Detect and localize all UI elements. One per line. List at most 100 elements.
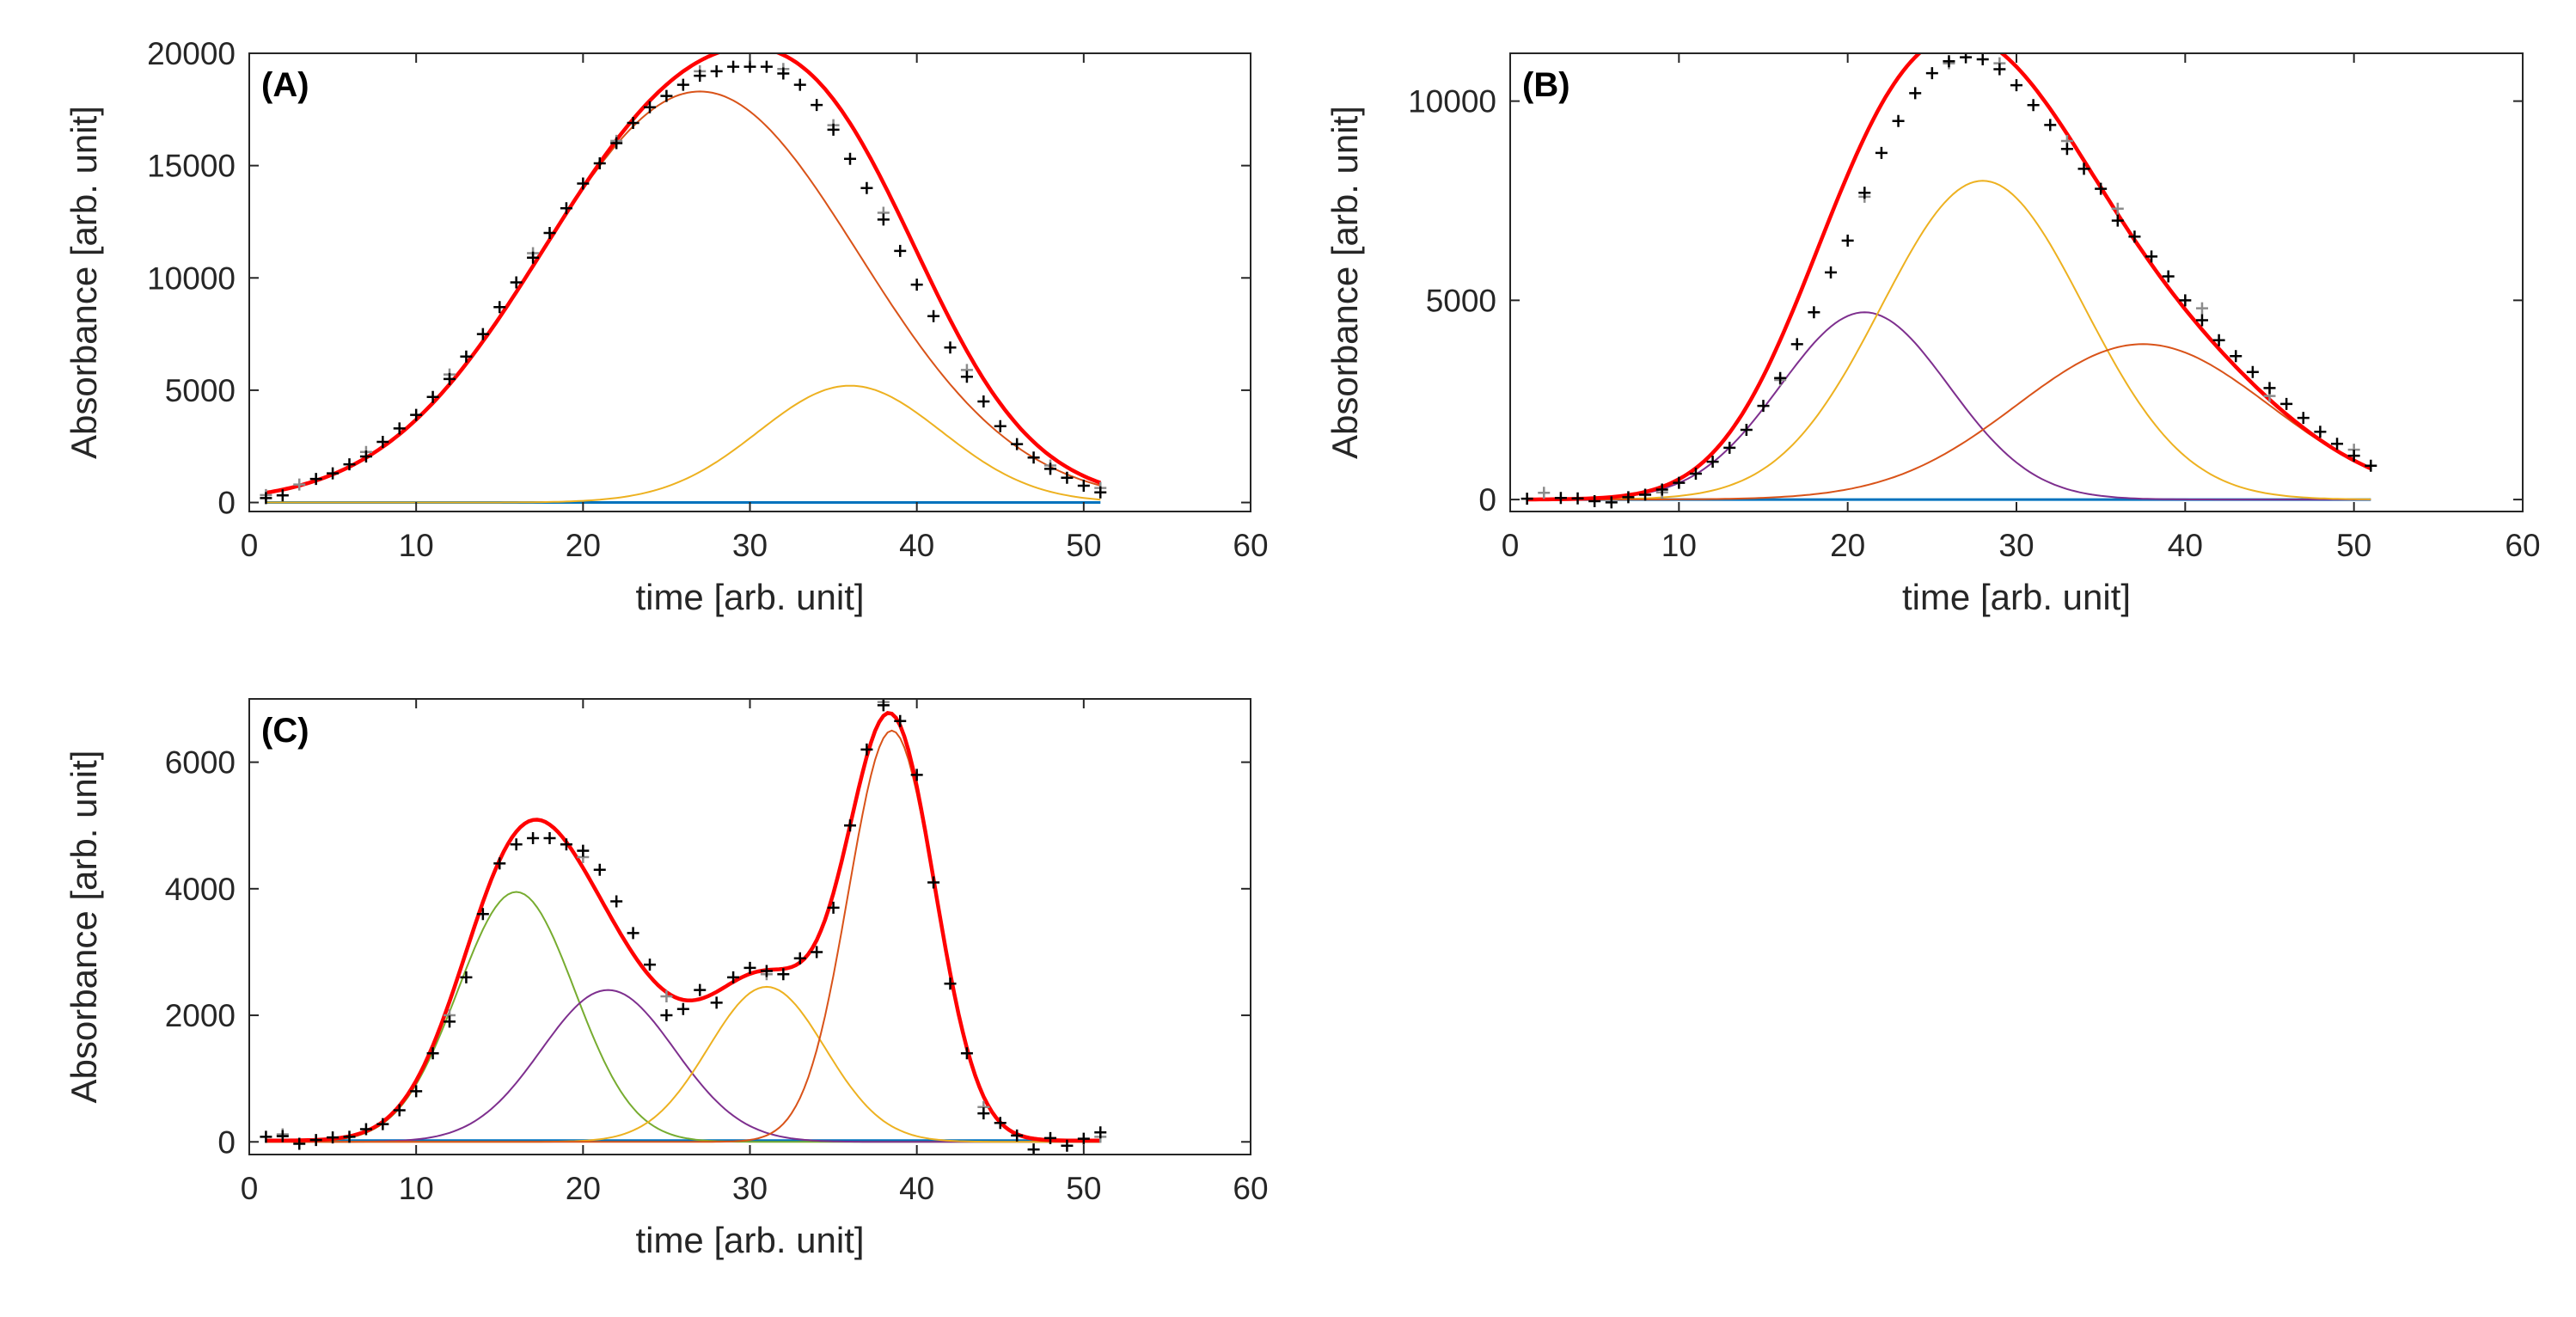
data-point [811,946,823,959]
y-tick-label: 10000 [1408,84,1496,119]
data-point [276,489,289,502]
data-point [293,1137,306,1150]
total-fit-curve [266,53,1102,495]
data-point [760,965,773,977]
y-tick-label: 0 [1478,482,1496,518]
data-point [1808,306,1820,319]
data-point [727,971,740,983]
data-point [1790,338,1803,351]
data-point [260,492,272,505]
data-point [543,227,556,240]
x-tick-label: 20 [566,1171,601,1206]
data-point [610,137,623,150]
data-point [527,831,540,844]
data-point [560,838,572,851]
y-tick-label: 5000 [165,373,236,408]
x-axis-label: time [arb. unit] [1902,577,2131,617]
data-point [2263,382,2276,395]
data-point [710,64,723,77]
component-curve-3 [1527,343,2371,501]
x-tick-label: 10 [399,528,434,563]
data-point [460,350,473,363]
data-point [577,177,590,190]
data-point [343,458,356,471]
total-fit-curve [266,711,1101,1143]
data-point [1858,187,1871,199]
chart-panel-b: 0 10 20 30 40 50 60 0 5000 10000 time [arb. unit] A… [1325,52,2541,617]
x-axis-label: time [arb. unit] [635,1220,864,1260]
data-point [2077,162,2090,175]
data-point [1521,493,1533,505]
y-tick-label: 15000 [147,149,236,184]
data-point [1044,1131,1056,1144]
data-point [1094,1126,1107,1139]
data-point [1689,467,1702,480]
data-point-gray [293,478,306,491]
data-point [2145,250,2158,263]
data-point [393,422,406,435]
data-point [1011,1129,1024,1142]
data-point [327,1131,340,1144]
data-point [2230,350,2243,363]
data-point [777,968,790,981]
data-point [2246,365,2259,378]
y-tick-label: 0 [217,486,236,521]
data-point [2280,397,2293,410]
data-point [1993,63,2006,76]
x-tick-label: 50 [2336,528,2371,563]
data-point [760,60,773,73]
data-point [827,123,840,136]
data-point [1706,456,1719,469]
data-point [359,450,372,462]
data-point [410,408,423,421]
data-point-gray [2111,202,2124,215]
data-point-gray [660,989,673,1002]
data-point [811,99,823,112]
data-point [426,390,439,403]
data-point [2179,294,2192,307]
data-point [327,467,340,480]
y-axis-label: Absorbance [arb. unit] [64,106,104,459]
data-point [944,977,957,990]
data-point [593,863,606,876]
data-point [660,1009,673,1022]
data-point [2027,99,2040,112]
data-point [877,699,890,712]
x-tick-label: 40 [899,1171,934,1206]
data-point [1605,496,1618,509]
data-point [676,1002,689,1015]
data-point [2060,143,2073,156]
data-point [2162,270,2175,283]
data-point [644,101,656,113]
chart-panel-a: 0 10 20 30 40 50 60 0 5000 10000 15000 20000 time [a… [64,36,1269,617]
data-point [1723,441,1736,454]
data-point [960,1047,973,1060]
data-point [2314,426,2327,438]
data-point [977,1107,990,1120]
data-point [376,436,389,449]
data-point [1571,492,1584,505]
data-point [309,1134,322,1147]
data-point [2095,182,2108,195]
data-point [560,202,572,215]
data-point [644,959,656,971]
plot-area [260,699,1107,1155]
data-point [1925,67,1938,80]
component-curve-2 [266,384,1101,504]
x-tick-label: 40 [2168,528,2203,563]
x-tick-label: 0 [1502,528,1520,563]
y-tick-label: 0 [217,1124,236,1160]
data-point [944,341,957,354]
x-tick-label: 0 [241,1171,259,1206]
data-point [1673,476,1686,489]
x-tick-label: 30 [732,1171,768,1206]
x-tick-label: 60 [1233,528,1268,563]
x-tick-label: 10 [1661,528,1697,563]
data-point [393,1104,406,1117]
data-point [1774,371,1787,384]
data-point [1044,462,1056,475]
total-fit-curve [1527,53,2372,502]
data-point [627,927,639,940]
data-point [1892,114,1905,127]
